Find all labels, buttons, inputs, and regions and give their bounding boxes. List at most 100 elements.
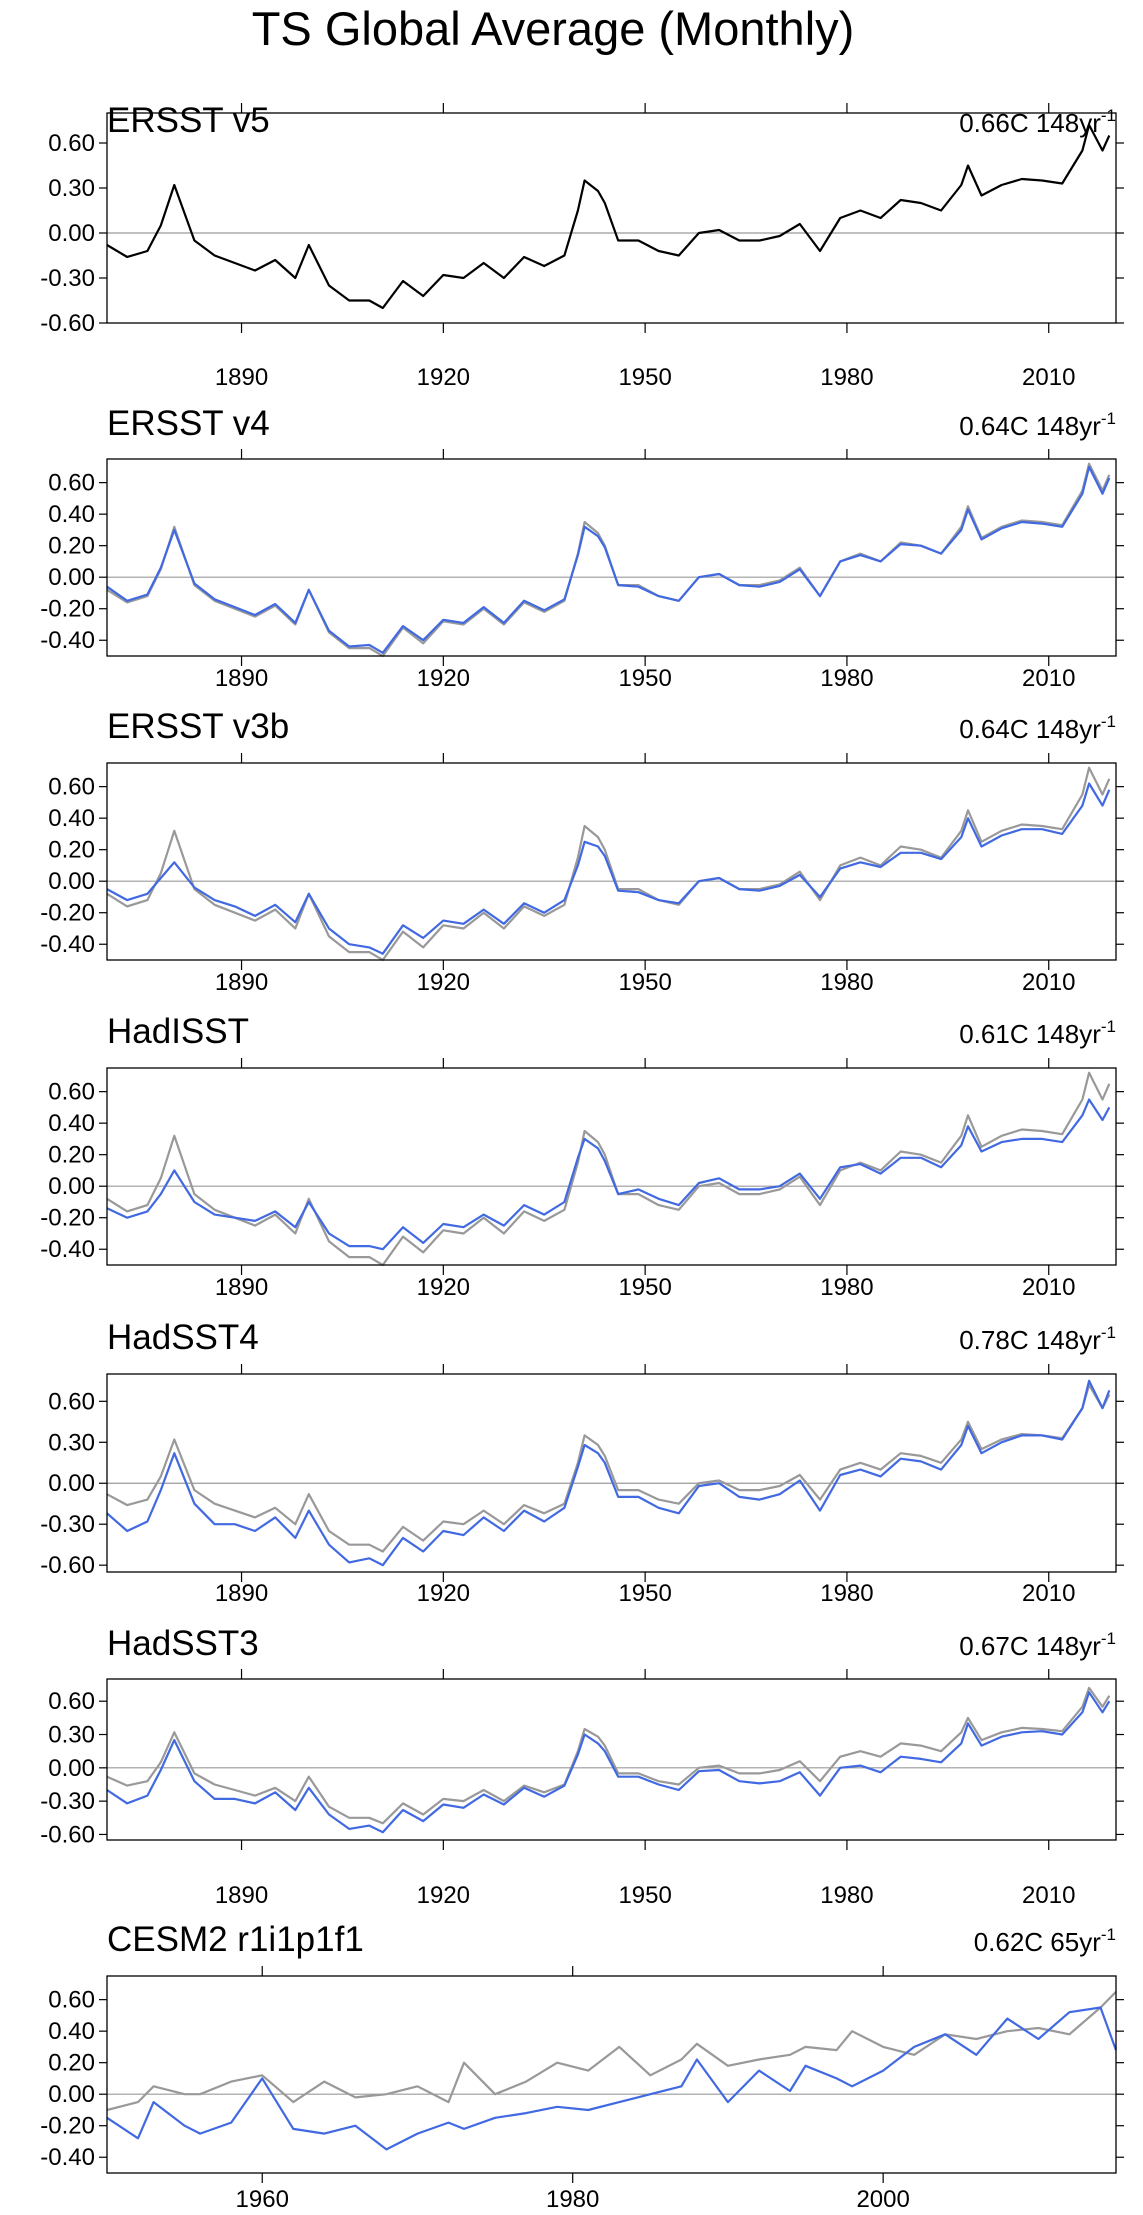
y-tick-label: 0.40 xyxy=(48,2018,95,2045)
x-tick-label: 1890 xyxy=(215,969,268,996)
y-tick-label: 0.40 xyxy=(48,805,95,832)
x-tick-label: 1980 xyxy=(820,1580,873,1607)
series-line xyxy=(106,1691,1111,1834)
chart-panel: HadSST3 0.67C 148yr-1 0.60 0.30 0.00 -0.30 -0.… xyxy=(40,1624,1124,1909)
x-tick-label: 2000 xyxy=(856,2186,909,2213)
series-line xyxy=(106,1383,1111,1553)
x-tick-label: 2010 xyxy=(1022,364,1075,391)
chart-panel: ERSST v3b 0.64C 148yr-1 0.60 0.40 0.20 0.00 -0… xyxy=(40,707,1124,996)
panel-stat: 0.78C 148yr-1 xyxy=(959,1323,1116,1355)
panel-title: HadSST3 xyxy=(107,1624,259,1663)
x-tick-label: 1980 xyxy=(820,665,873,692)
panel-stat: 0.62C 65yr-1 xyxy=(974,1925,1116,1957)
panel-stat: 0.64C 148yr-1 xyxy=(959,712,1116,744)
x-tick-label: 1920 xyxy=(417,1274,470,1301)
chart-panel: HadSST4 0.78C 148yr-1 0.60 0.30 0.00 -0.30 -0.… xyxy=(40,1318,1124,1607)
chart-panel: CESM2 r1i1p1f1 0.62C 65yr-1 0.60 0.40 0.20 0.… xyxy=(40,1920,1124,2213)
panels: ERSST v5 0.66C 148yr-1 0.60 0.30 0.00 -0.30 -0… xyxy=(40,101,1124,2213)
y-tick-label: 0.60 xyxy=(48,130,95,157)
y-tick-label: 0.00 xyxy=(48,220,95,247)
y-tick-label: -0.60 xyxy=(40,310,95,337)
x-tick-label: 1950 xyxy=(618,1580,671,1607)
y-tick-label: -0.20 xyxy=(40,2113,95,2140)
x-tick-label: 2010 xyxy=(1022,1882,1075,1909)
x-tick-label: 1890 xyxy=(215,1882,268,1909)
panel-title: HadISST xyxy=(107,1012,249,1051)
plot-frame xyxy=(106,762,1117,961)
x-tick-label: 1920 xyxy=(417,1580,470,1607)
y-tick-label: -0.60 xyxy=(40,1552,95,1579)
y-tick-label: 0.00 xyxy=(48,2081,95,2108)
panel-title: CESM2 r1i1p1f1 xyxy=(107,1920,364,1959)
series-line xyxy=(106,1071,1111,1267)
y-tick-label: -0.30 xyxy=(40,1511,95,1538)
x-tick-label: 2010 xyxy=(1022,1580,1075,1607)
y-tick-label: 0.20 xyxy=(48,837,95,864)
x-tick-label: 1920 xyxy=(417,665,470,692)
x-tick-label: 1950 xyxy=(618,364,671,391)
x-tick-label: 1980 xyxy=(820,1274,873,1301)
y-tick-label: 0.40 xyxy=(48,1110,95,1137)
x-tick-label: 2010 xyxy=(1022,665,1075,692)
y-tick-label: 0.20 xyxy=(48,2050,95,2077)
y-tick-label: -0.40 xyxy=(40,1236,95,1263)
y-tick-label: -0.20 xyxy=(40,1205,95,1232)
x-tick-label: 1890 xyxy=(215,1274,268,1301)
y-tick-label: 0.60 xyxy=(48,1388,95,1415)
y-tick-label: 0.00 xyxy=(48,868,95,895)
y-tick-label: -0.20 xyxy=(40,900,95,927)
y-tick-label: 0.00 xyxy=(48,564,95,591)
y-tick-label: 0.00 xyxy=(48,1173,95,1200)
panel-title: ERSST v3b xyxy=(107,707,289,746)
x-tick-label: 1920 xyxy=(417,969,470,996)
x-tick-label: 1890 xyxy=(215,665,268,692)
x-tick-label: 1960 xyxy=(236,2186,289,2213)
series-line xyxy=(106,123,1111,310)
y-tick-label: -0.40 xyxy=(40,931,95,958)
panel-title: ERSST v5 xyxy=(107,101,270,140)
x-tick-label: 1980 xyxy=(546,2186,599,2213)
y-tick-label: 0.30 xyxy=(48,1429,95,1456)
x-tick-label: 2010 xyxy=(1022,1274,1075,1301)
y-tick-label: 0.60 xyxy=(48,470,95,497)
panel-title: ERSST v4 xyxy=(107,404,270,443)
series-line xyxy=(106,1098,1111,1251)
series-line xyxy=(106,1686,1111,1825)
y-tick-label: 0.20 xyxy=(48,1142,95,1169)
series-line xyxy=(106,2006,1118,2151)
y-tick-label: -0.40 xyxy=(40,627,95,654)
chart-panel: ERSST v4 0.64C 148yr-1 0.60 0.40 0.20 0.00 -0.… xyxy=(40,404,1124,692)
x-tick-label: 1950 xyxy=(618,665,671,692)
x-tick-label: 1950 xyxy=(618,969,671,996)
panel-stat: 0.64C 148yr-1 xyxy=(959,409,1116,441)
y-tick-label: 0.60 xyxy=(48,1987,95,2014)
x-tick-label: 1920 xyxy=(417,364,470,391)
chart-panel: HadISST 0.61C 148yr-1 0.60 0.40 0.20 0.00 -0.2… xyxy=(40,1012,1124,1301)
y-tick-label: 0.00 xyxy=(48,1755,95,1782)
x-tick-label: 2010 xyxy=(1022,969,1075,996)
x-tick-label: 1950 xyxy=(618,1274,671,1301)
plot-frame xyxy=(106,1067,1117,1266)
y-tick-label: 0.00 xyxy=(48,1470,95,1497)
panel-stat: 0.66C 148yr-1 xyxy=(959,106,1116,138)
x-tick-label: 1890 xyxy=(215,1580,268,1607)
plot-frame xyxy=(106,458,1117,657)
x-tick-label: 1980 xyxy=(820,364,873,391)
y-tick-label: 0.40 xyxy=(48,501,95,528)
y-tick-label: 0.60 xyxy=(48,1079,95,1106)
series-line xyxy=(106,465,1111,654)
series-line xyxy=(106,782,1111,955)
y-tick-label: 0.30 xyxy=(48,175,95,202)
x-tick-label: 1920 xyxy=(417,1882,470,1909)
panel-stat: 0.61C 148yr-1 xyxy=(959,1017,1116,1049)
y-tick-label: 0.30 xyxy=(48,1722,95,1749)
panel-title: HadSST4 xyxy=(107,1318,259,1357)
figure-title: TS Global Average (Monthly) xyxy=(252,2,855,55)
chart-panel: ERSST v5 0.66C 148yr-1 0.60 0.30 0.00 -0.30 -0… xyxy=(40,101,1124,391)
x-tick-label: 1950 xyxy=(618,1882,671,1909)
series-line xyxy=(106,1991,1117,2112)
y-tick-label: -0.40 xyxy=(40,2144,95,2171)
y-tick-label: 0.60 xyxy=(48,1688,95,1715)
plot-frame xyxy=(106,112,1117,324)
